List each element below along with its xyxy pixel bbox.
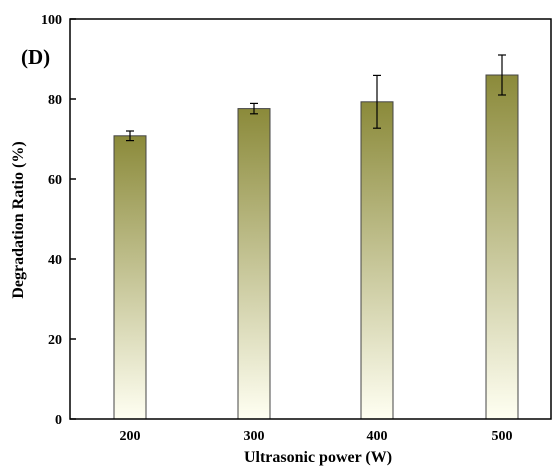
x-tick-label-300: 300 (244, 429, 265, 444)
x-axis-title: Ultrasonic power (W) (244, 449, 392, 466)
y-tick-label: 40 (48, 253, 62, 268)
bar-300 (237, 108, 271, 420)
x-axis-ticks: 200 300 400 500 (120, 413, 513, 444)
y-tick-label: 0 (55, 413, 62, 428)
bar-200 (113, 135, 147, 420)
y-tick-label: 60 (48, 173, 62, 188)
bars (113, 74, 519, 420)
y-axis-title: Degradation Ratio (%) (10, 141, 27, 298)
bar-500 (485, 74, 519, 420)
y-tick-label: 20 (48, 333, 62, 348)
panel-label: (D) (21, 45, 50, 69)
y-tick-label: 80 (48, 93, 62, 108)
plot-area-frame (69, 18, 552, 420)
x-tick-label-500: 500 (492, 429, 513, 444)
y-tick-label: 100 (41, 13, 62, 28)
bar-400 (360, 101, 394, 420)
x-tick-label-400: 400 (367, 429, 388, 444)
x-tick-label-200: 200 (120, 429, 141, 444)
error-bars (126, 54, 506, 142)
